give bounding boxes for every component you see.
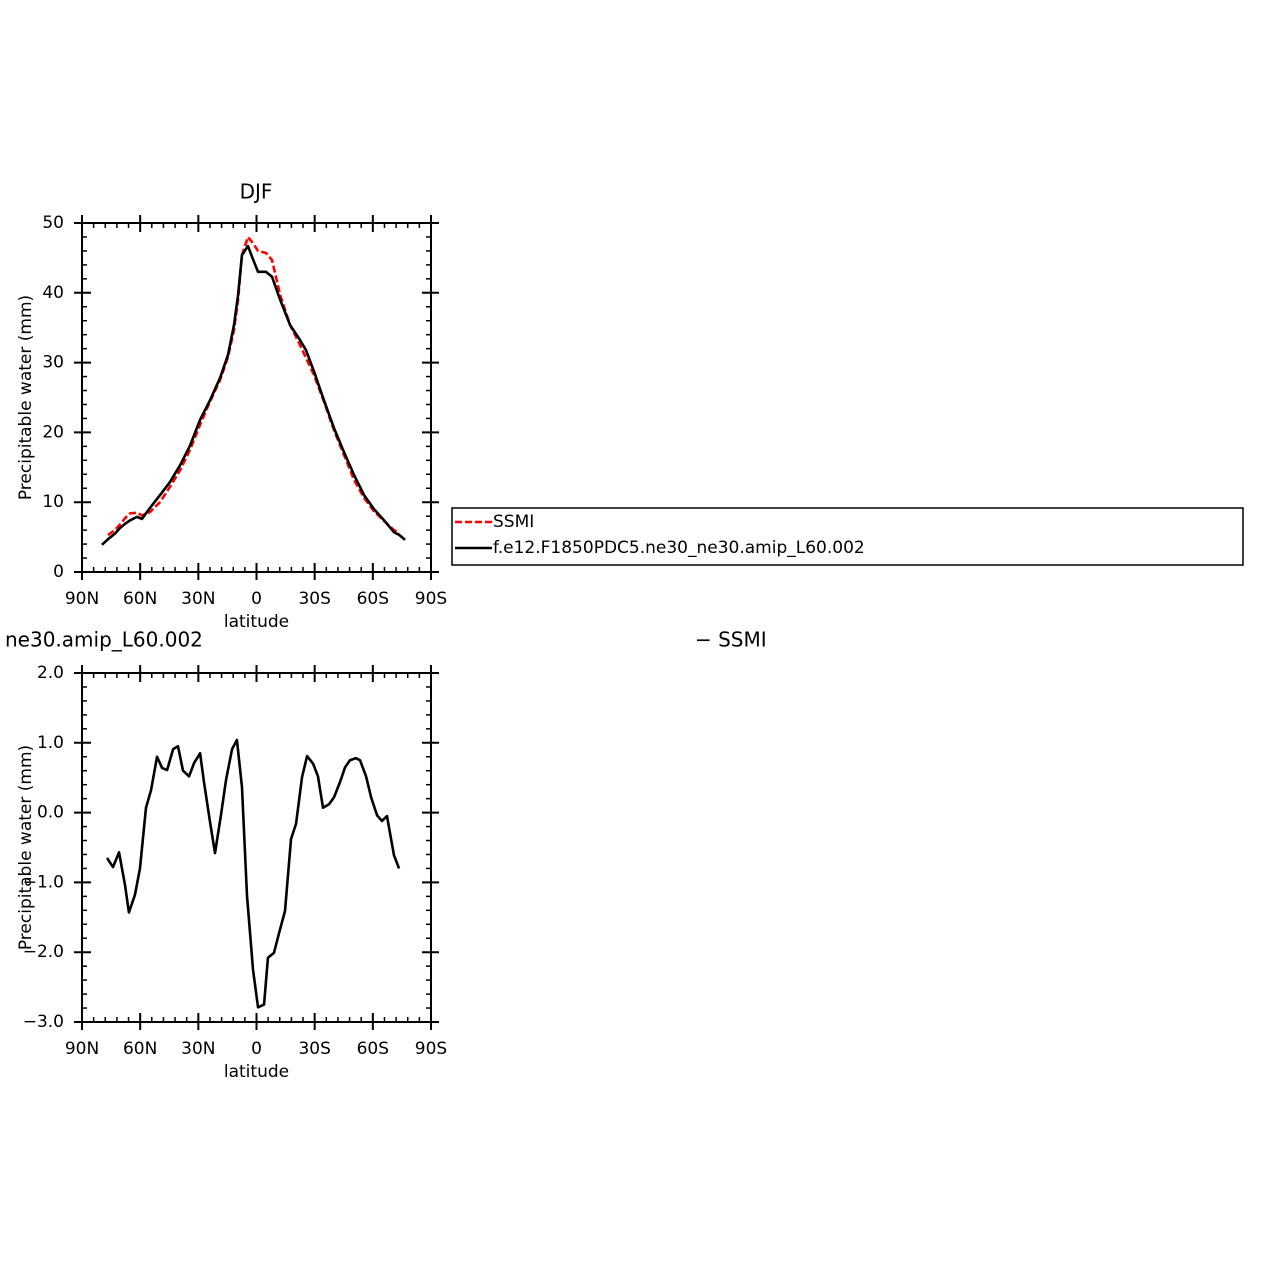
y-tick-label: 20 <box>42 422 64 442</box>
x-tick-label: 30S <box>298 589 330 609</box>
chart-title: ne30.amip_L60.002 <box>5 628 203 652</box>
legend-box <box>451 507 1244 566</box>
data-line <box>107 235 400 537</box>
plot-frame <box>81 222 432 573</box>
plot-frame <box>81 672 432 1023</box>
x-tick-label: 30S <box>298 1039 330 1059</box>
y-tick-label: 40 <box>42 283 64 303</box>
x-tick-label: 90N <box>65 589 99 609</box>
x-tick-label: 60S <box>357 1039 389 1059</box>
x-tick-label: 60N <box>123 1039 157 1059</box>
data-line <box>105 738 401 1009</box>
x-tick-label: 0 <box>251 1039 262 1059</box>
y-tick-label: −2.0 <box>23 942 64 962</box>
y-axis-label: Precipitable water (mm) <box>16 295 36 500</box>
legend-label: SSMI <box>493 512 534 532</box>
y-tick-label: −3.0 <box>23 1012 64 1032</box>
x-tick-label: 60S <box>357 589 389 609</box>
y-tick-label: 10 <box>42 492 64 512</box>
x-tick-label: 30N <box>181 1039 215 1059</box>
y-tick-label: 30 <box>42 353 64 373</box>
y-tick-label: −1.0 <box>23 872 64 892</box>
x-tick-label: 30N <box>181 589 215 609</box>
x-tick-label: 60N <box>123 589 157 609</box>
y-tick-label: 2.0 <box>37 663 64 683</box>
x-tick-label: 0 <box>251 589 262 609</box>
x-tick-label: 90S <box>415 1039 447 1059</box>
y-tick-label: 50 <box>42 213 64 233</box>
x-tick-label: 90S <box>415 589 447 609</box>
y-axis-label: Precipitable water (mm) <box>16 745 36 950</box>
annotation: − SSMI <box>695 628 767 652</box>
data-line <box>101 244 406 546</box>
legend-label: f.e12.F1850PDC5.ne30_ne30.amip_L60.002 <box>493 538 865 558</box>
chart-title: DJF <box>240 180 273 204</box>
y-tick-label: 0.0 <box>37 803 64 823</box>
x-axis-label: latitude <box>224 1062 289 1082</box>
y-axis-label-group: Precipitable water (mm) <box>16 745 36 950</box>
y-tick-label: 0 <box>53 562 64 582</box>
x-axis-label: latitude <box>224 612 289 632</box>
y-tick-label: 1.0 <box>37 733 64 753</box>
x-tick-label: 90N <box>65 1039 99 1059</box>
